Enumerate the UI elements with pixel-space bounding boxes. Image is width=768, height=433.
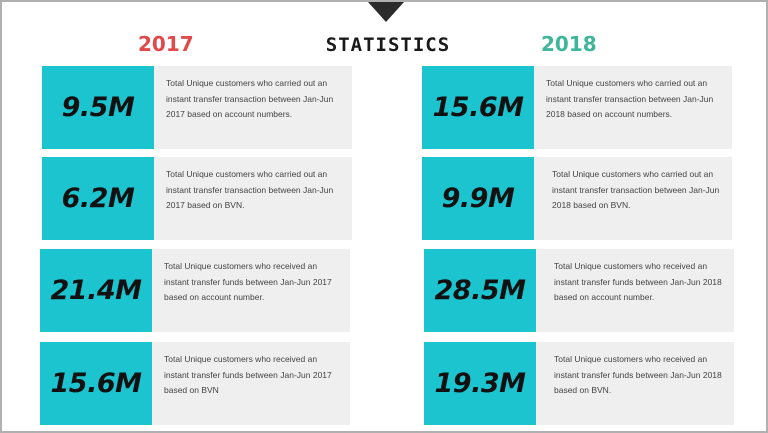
stat-card-2017-1: 9.5M Total Unique customers who carried … [42, 66, 352, 149]
year-2018-label: 2018 [541, 32, 597, 56]
year-2017-label: 2017 [138, 32, 194, 56]
stat-description: Total Unique customers who carried out a… [552, 169, 720, 210]
stat-value: 21.4M [40, 249, 152, 332]
stat-value: 6.2M [42, 157, 154, 240]
stat-description: Total Unique customers who received an i… [554, 261, 722, 302]
stat-value: 28.5M [424, 249, 536, 332]
stat-value: 15.6M [422, 66, 534, 149]
top-notch-triangle [368, 2, 404, 22]
stat-description: Total Unique customers who received an i… [164, 261, 332, 302]
stat-description: Total Unique customers who carried out a… [166, 78, 334, 119]
stat-value: 19.3M [424, 342, 536, 425]
stat-card-2017-4: 15.6M Total Unique customers who receive… [40, 342, 350, 425]
stat-value: 9.9M [422, 157, 534, 240]
stat-value: 9.5M [42, 66, 154, 149]
stat-description: Total Unique customers who carried out a… [166, 169, 334, 210]
stat-description: Total Unique customers who carried out a… [546, 78, 714, 119]
stat-card-2018-4: 19.3M Total Unique customers who receive… [424, 342, 734, 425]
stat-card-2018-3: 28.5M Total Unique customers who receive… [424, 249, 734, 332]
stat-description: Total Unique customers who received an i… [554, 354, 722, 395]
stat-card-2018-1: 15.6M Total Unique customers who carried… [422, 66, 732, 149]
stat-card-2017-3: 21.4M Total Unique customers who receive… [40, 249, 350, 332]
stat-card-2017-2: 6.2M Total Unique customers who carried … [42, 157, 352, 240]
page-title: STATISTICS [325, 34, 451, 56]
stat-value: 15.6M [40, 342, 152, 425]
stat-description: Total Unique customers who received an i… [164, 354, 332, 395]
stat-card-2018-2: 9.9M Total Unique customers who carried … [422, 157, 732, 240]
